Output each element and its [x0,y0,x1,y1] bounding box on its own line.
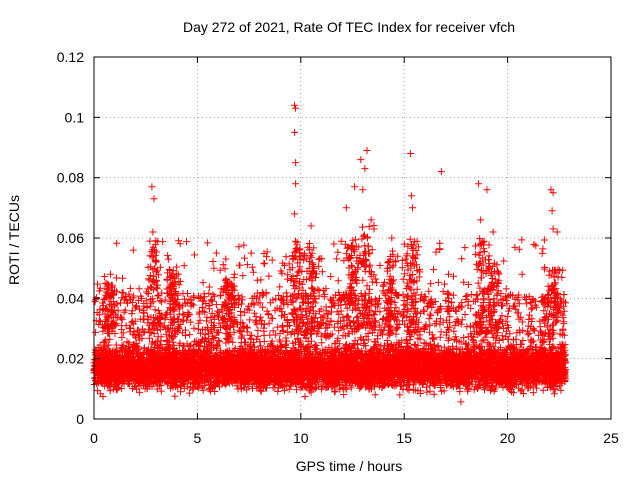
x-tick-label: 25 [603,430,619,446]
x-tick-label: 10 [293,430,309,446]
axis-ticks: 0 5 10 15 20 25 0 0.02 0.04 0.06 0.08 0.1 0.12 [57,49,619,446]
roti-marker-series [90,101,569,406]
y-axis-label: ROTI / TECUs [6,195,22,285]
x-axis-label: GPS time / hours [296,458,403,474]
x-tick-label: 20 [500,430,516,446]
x-tick-label: 15 [396,430,412,446]
y-tick-label: 0 [76,411,84,427]
grid-lines [94,57,611,419]
y-tick-label: 0.1 [65,109,85,125]
y-tick-label: 0.06 [57,230,84,246]
y-tick-label: 0.02 [57,351,84,367]
chart-title: Day 272 of 2021, Rate Of TEC Index for r… [183,19,515,35]
x-tick-label: 0 [90,430,98,446]
y-tick-label: 0.08 [57,170,84,186]
data-points [90,101,569,406]
y-tick-label: 0.04 [57,290,84,306]
y-tick-label: 0.12 [57,49,84,65]
x-tick-label: 5 [194,430,202,446]
